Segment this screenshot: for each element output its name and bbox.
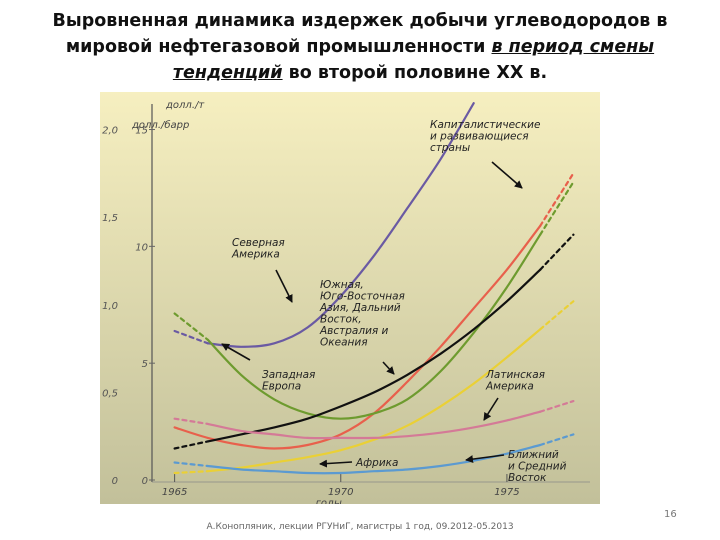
ann-south-asia-label: Азия, Дальний bbox=[319, 302, 401, 314]
ann-latin-america-label: Латинская bbox=[485, 369, 545, 381]
ann-middle-east-label: и Средний bbox=[508, 461, 567, 473]
series-западная-европа-line bbox=[206, 268, 542, 443]
ann-latin-america-arrow bbox=[483, 397, 499, 421]
series-южная-юго-восточная-азия-дальний-восток-австралия-и-океания-dashed-end bbox=[539, 181, 575, 236]
series-ближний-и-средний-восток-line bbox=[206, 443, 542, 475]
title-line-1: Выровненная динамика издержек добычи угл… bbox=[52, 11, 668, 31]
title-line-2-plain: мировой нефтегазовой промышленности bbox=[65, 37, 492, 57]
ann-west-europe-label: Европа bbox=[262, 381, 301, 393]
y-outer-tick-label: 0 bbox=[112, 476, 118, 487]
series-северная-америка-dashed-start bbox=[173, 329, 209, 345]
footer-credit: А.Конопляник, лекции РГУНиГ, магистры 1 … bbox=[206, 522, 514, 532]
y-outer-tick-label: 1,5 bbox=[102, 213, 118, 224]
ann-middle-east-label: Восток bbox=[508, 472, 547, 484]
y-outer-unit-label: долл./барр bbox=[131, 119, 189, 131]
title-line-2: мировой нефтегазовой промышленности в пе… bbox=[0, 34, 720, 60]
series-layer bbox=[173, 102, 575, 475]
ann-south-asia-label: Южная, bbox=[320, 279, 364, 291]
ann-capitalist-arrow bbox=[491, 161, 523, 189]
ann-capitalist-label: Капиталистические bbox=[430, 119, 540, 131]
y-outer-tick-label: 0,5 bbox=[102, 388, 118, 399]
x-tick-label: 1965 bbox=[162, 487, 187, 498]
y-inner-tick-label: 5 bbox=[142, 359, 148, 370]
series-западная-европа-dashed-start bbox=[173, 440, 209, 450]
y-inner-tick-label: 0 bbox=[142, 476, 148, 487]
chart-background bbox=[100, 92, 600, 504]
y-inner-tick-label: 10 bbox=[135, 242, 148, 253]
y-outer-tick-label: 2,0 bbox=[102, 126, 118, 137]
y-inner-unit-label: долл./т bbox=[165, 100, 205, 111]
title-line-3: тенденций во второй половине XX в. bbox=[0, 60, 720, 86]
series-капиталистические-и-развивающиеся-страны-line bbox=[173, 224, 542, 450]
series-капиталистические-и-развивающиеся-страны-dashed-end bbox=[539, 172, 575, 227]
series-латинская-америка-dashed-start bbox=[173, 470, 209, 475]
series-африка-line bbox=[206, 410, 542, 440]
ann-south-asia-label: Юго-Восточная bbox=[320, 291, 405, 303]
series-африка-dashed-start bbox=[173, 417, 209, 425]
series-южная-юго-восточная-азия-дальний-восток-австралия-и-океания-dashed-start bbox=[173, 312, 209, 341]
series-латинская-америка-line bbox=[206, 328, 542, 473]
ann-north-america-label: Северная bbox=[232, 237, 285, 249]
ann-latin-america-label: Америка bbox=[485, 381, 534, 393]
x-axis-title: годы bbox=[316, 498, 342, 504]
ann-north-america-arrow bbox=[275, 269, 293, 303]
y-inner-tick-label: 15 bbox=[135, 126, 148, 137]
title-line-3-plain: во второй половине XX в. bbox=[282, 63, 548, 83]
x-tick-label: 1970 bbox=[328, 487, 353, 498]
ann-africa-label: Африка bbox=[355, 457, 398, 469]
cost-dynamics-chart: 0 0,5 1,0 1,5 2,0 0 5 10 15 долл./т долл./барр 1965… bbox=[100, 92, 600, 509]
ann-middle-east-label: Ближний bbox=[508, 449, 559, 461]
page-number: 16 bbox=[664, 509, 677, 520]
chart-svg: 0 0,5 1,0 1,5 2,0 0 5 10 15 долл./т долл./барр 1965… bbox=[100, 92, 600, 509]
ann-africa-arrow bbox=[319, 459, 353, 468]
title-line-3-emphasis: тенденций bbox=[172, 63, 283, 83]
series-северная-америка-line bbox=[206, 102, 475, 348]
ann-west-europe-arrow bbox=[221, 343, 251, 361]
ann-west-europe-label: Западная bbox=[262, 369, 315, 381]
ann-north-america-label: Америка bbox=[231, 249, 280, 261]
y-outer-tick-label: 1,0 bbox=[102, 301, 118, 312]
x-tick-label: 1975 bbox=[494, 487, 519, 498]
ann-south-asia-label: Австралия и bbox=[319, 325, 389, 337]
title-line-2-emphasis: в период смены bbox=[491, 37, 655, 57]
series-латинская-америка-dashed-end bbox=[539, 300, 575, 331]
ann-capitalist-label: и развивающиеся bbox=[430, 131, 529, 143]
ann-capitalist-label: страны bbox=[430, 142, 470, 154]
ann-south-asia-label: Восток, bbox=[320, 314, 362, 326]
axes-layer: 0 0,5 1,0 1,5 2,0 0 5 10 15 долл./т долл./барр 1965… bbox=[102, 100, 590, 509]
slide-title: Выровненная динамика издержек добычи угл… bbox=[0, 8, 720, 86]
series-африка-dashed-end bbox=[539, 400, 575, 413]
series-ближний-и-средний-восток-dashed-end bbox=[539, 433, 575, 447]
ann-south-asia-label: Океания bbox=[320, 337, 368, 349]
ann-south-asia-arrow bbox=[382, 361, 395, 375]
ann-middle-east-arrow bbox=[465, 454, 505, 464]
series-ближний-и-средний-восток-dashed-start bbox=[173, 461, 209, 468]
series-западная-европа-dashed-end bbox=[539, 233, 575, 271]
